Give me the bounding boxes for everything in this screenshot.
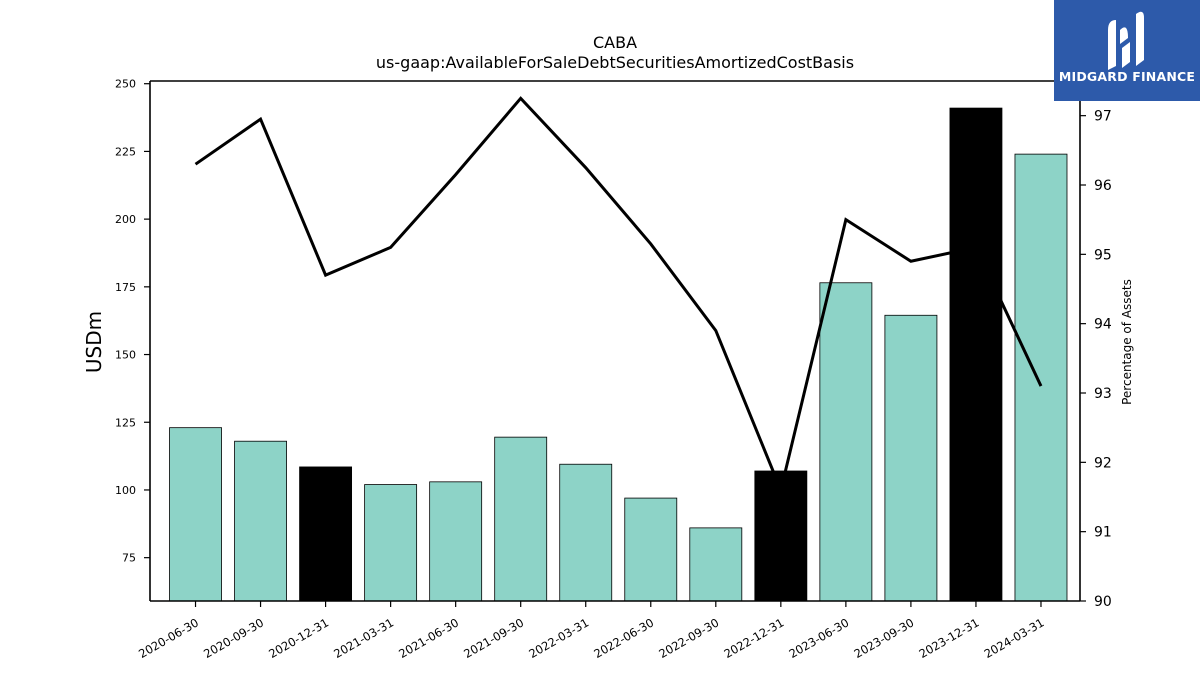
x-tick-label: 2020-06-30 [136, 615, 201, 661]
chart-title: CABA [593, 33, 637, 52]
y-tick-label: 75 [122, 552, 136, 565]
bar-2023-06-30 [819, 282, 873, 602]
y-tick-label: 100 [115, 484, 136, 497]
logo-mark-icon [1108, 11, 1144, 70]
x-tick-label: 2020-12-31 [266, 615, 331, 661]
y-tick-label: 150 [115, 349, 136, 362]
bar-2020-12-31 [299, 466, 353, 602]
x-tick-label: 2022-03-31 [526, 615, 591, 661]
bar-2024-03-31 [1014, 153, 1068, 602]
chart-subtitle: us-gaap:AvailableForSaleDebtSecuritiesAm… [376, 53, 854, 72]
y2-tick-label: 94 [1094, 317, 1112, 333]
bars-layer [169, 107, 1068, 602]
x-tick-label: 2022-12-31 [721, 615, 786, 661]
y-tick-label: 250 [115, 78, 136, 91]
x-tick-label: 2022-09-30 [656, 615, 721, 661]
y-tick-label: 175 [115, 281, 136, 294]
x-tick-label: 2021-09-30 [461, 615, 526, 661]
bar-2020-06-30 [169, 427, 222, 602]
bar-2021-03-31 [364, 484, 418, 602]
y2-tick-label: 92 [1094, 455, 1112, 471]
bar-2023-09-30 [884, 314, 938, 602]
x-tick-label: 2021-03-31 [331, 615, 396, 661]
bar-2022-06-30 [624, 497, 678, 602]
y-tick-label: 225 [115, 145, 136, 158]
y2-tick-label: 93 [1094, 386, 1112, 402]
x-tick-label: 2022-06-30 [591, 615, 656, 661]
x-tick-label: 2020-09-30 [201, 615, 266, 661]
y-axis-label: USDm [82, 311, 106, 373]
x-tick-label: 2023-06-30 [786, 615, 851, 661]
bar-2022-09-30 [689, 527, 743, 602]
logo-text: MIDGARD FINANCE [1058, 69, 1196, 84]
bar-2020-09-30 [234, 440, 287, 602]
y2-axis-label: Percentage of Assets [1120, 279, 1134, 405]
x-tick-label: 2023-09-30 [852, 615, 917, 661]
bar-2021-06-30 [429, 481, 483, 602]
line-layer [194, 96, 1043, 495]
y-tick-label: 200 [115, 213, 136, 226]
y2-tick-label: 95 [1094, 247, 1112, 263]
y-tick-label: 125 [115, 416, 136, 429]
y2-tick-label: 90 [1094, 594, 1112, 610]
y2-tick-label: 97 [1094, 109, 1112, 125]
y2-tick-label: 91 [1094, 525, 1112, 541]
x-tick-label: 2021-06-30 [396, 615, 461, 661]
y2-tick-label: 96 [1094, 178, 1112, 194]
bar-2021-09-30 [494, 436, 548, 602]
x-tick-label: 2023-12-31 [917, 615, 982, 661]
bar-2023-12-31 [949, 107, 1003, 602]
bar-2022-03-31 [559, 463, 613, 602]
percentage-line [194, 96, 1043, 495]
x-tick-label: 2024-03-31 [982, 615, 1047, 661]
midgard-finance-logo: MIDGARD FINANCE [1054, 0, 1200, 101]
